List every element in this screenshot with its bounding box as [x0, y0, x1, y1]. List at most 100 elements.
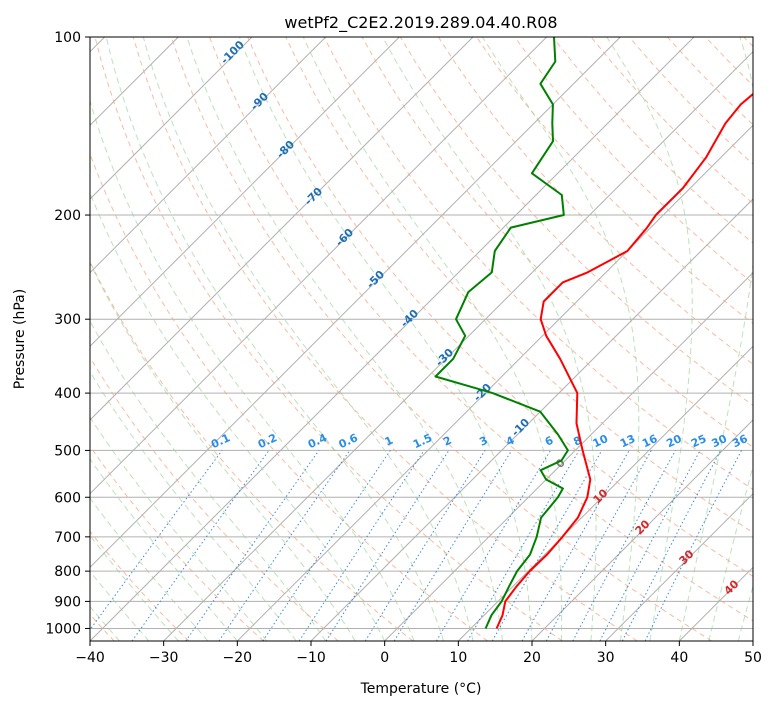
moist-adiabat-label: 20 — [633, 517, 653, 537]
isotherm-line — [90, 37, 253, 200]
isotherm-line — [531, 419, 753, 641]
mixing-ratio-label: 13 — [618, 432, 637, 450]
isotherm-line — [90, 37, 327, 274]
isotherm-line — [90, 37, 695, 641]
dry-adiabat-label: -50 — [364, 268, 387, 291]
dry-adiabat — [90, 356, 339, 641]
moist-adiabat — [90, 191, 386, 641]
mixing-ratio-label: 3 — [477, 434, 489, 449]
moist-adiabat — [90, 534, 179, 641]
mixing-ratio-line — [545, 450, 652, 641]
moist-adiabat — [606, 37, 693, 641]
moist-adiabat — [90, 370, 297, 641]
dry-adiabat — [437, 37, 753, 365]
moist-adiabat-label: 30 — [677, 547, 697, 567]
moist-adiabat — [481, 37, 640, 641]
isotherm-line — [163, 50, 753, 641]
y-tick-label: 300 — [54, 312, 81, 328]
mixing-ratio-label: 0.4 — [306, 431, 329, 451]
x-tick-label: 50 — [744, 650, 762, 666]
dry-adiabat-label: -60 — [333, 226, 356, 249]
moist-adiabat — [105, 37, 445, 641]
moist-adiabat — [90, 416, 268, 641]
x-axis-label: Temperature (°C) — [360, 681, 482, 697]
isotherm-line — [90, 37, 474, 421]
x-tick-label: 20 — [523, 650, 541, 666]
moist-adiabat — [382, 37, 597, 641]
mixing-ratio-line — [621, 450, 722, 641]
mixing-ratio-line — [572, 450, 676, 641]
moist-adiabat — [90, 320, 327, 641]
dry-adiabat-label: -80 — [274, 138, 297, 161]
mixing-ratio-label: 16 — [640, 432, 660, 450]
dry-adiabat — [90, 152, 488, 641]
isotherm-line — [236, 124, 753, 641]
dry-adiabat — [285, 37, 753, 534]
mixing-ratio-label: 10 — [591, 432, 611, 450]
moist-adiabat — [186, 37, 503, 641]
mixing-ratio-line — [262, 450, 391, 641]
dry-adiabat — [399, 37, 753, 407]
dry-adiabat — [90, 445, 264, 641]
moist-adiabat — [708, 464, 753, 641]
y-tick-label: 700 — [54, 530, 81, 546]
mixing-ratio-line — [644, 450, 742, 641]
plot-frame — [89, 36, 754, 642]
mixing-ratio-line — [325, 450, 450, 641]
mixing-ratio-label: 0.1 — [209, 431, 232, 451]
y-tick-label: 200 — [54, 208, 81, 224]
isotherm-line — [384, 271, 753, 641]
moist-adiabat-label: 10 — [591, 486, 611, 506]
mixing-ratio-label: 36 — [730, 432, 750, 450]
x-tick-label: 40 — [670, 650, 688, 666]
dry-adiabat — [94, 37, 563, 641]
moist-adiabat — [142, 37, 474, 641]
y-tick-label: 400 — [54, 386, 81, 402]
x-tick-label: −30 — [149, 650, 179, 666]
dry-adiabat-label: -10 — [509, 416, 532, 439]
moist-adiabat — [90, 458, 238, 641]
y-tick-label: 100 — [54, 30, 81, 46]
x-tick-label: 0 — [380, 650, 389, 666]
dry-adiabat-label: -40 — [398, 307, 421, 330]
mixing-ratio-label: 30 — [710, 432, 730, 450]
mixing-ratio-line — [521, 450, 630, 641]
dry-adiabat — [90, 530, 190, 641]
background-grid — [90, 37, 753, 641]
dry-adiabat — [132, 37, 638, 641]
y-tick-label: 900 — [54, 594, 81, 610]
profile-line-2 — [434, 37, 569, 629]
chart-title: wetPf2_C2E2.2019.289.04.40.R08 — [284, 13, 557, 33]
y-tick-label: 600 — [54, 490, 81, 506]
mixing-ratio-line — [298, 450, 425, 641]
mixing-ratio-line — [364, 450, 486, 641]
moist-adiabat — [737, 584, 753, 641]
mixing-ratio-label: 20 — [664, 432, 684, 450]
isotherm-line — [678, 566, 753, 641]
x-tick-label: 30 — [597, 650, 615, 666]
mixing-ratio-label: 25 — [689, 432, 708, 450]
dry-adiabat — [247, 37, 753, 577]
y-axis-label: Pressure (hPa) — [12, 289, 28, 389]
dry-adiabat — [552, 37, 753, 244]
mixing-ratio-label: 1 — [383, 434, 395, 449]
mixing-ratio-line — [599, 450, 701, 641]
y-tick-label: 500 — [54, 443, 81, 459]
isotherm-line — [752, 640, 753, 641]
x-tick-label: −40 — [75, 650, 105, 666]
x-tick-label: −20 — [223, 650, 253, 666]
dry-adiabat — [705, 37, 753, 87]
moist-adiabat — [678, 37, 753, 641]
moist-adiabat — [90, 99, 415, 641]
isotherm-line — [90, 37, 400, 348]
dry-adiabat — [590, 37, 753, 205]
moist-adiabat — [302, 37, 563, 641]
dry-adiabat-label: -100 — [218, 38, 247, 67]
mixing-ratio-line — [467, 450, 580, 641]
dry-adiabat — [90, 260, 414, 641]
moist-adiabat-label: 40 — [722, 577, 742, 597]
mixing-ratio-line — [218, 450, 351, 641]
y-tick-label: 1000 — [45, 621, 81, 637]
isotherm-line — [90, 37, 621, 569]
